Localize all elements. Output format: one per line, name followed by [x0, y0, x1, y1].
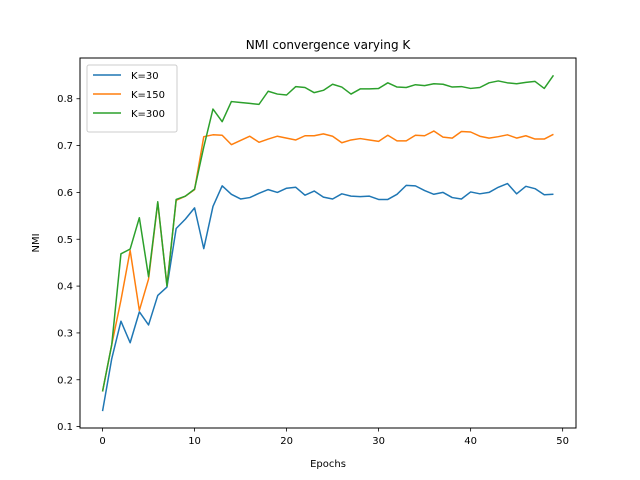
series-layer — [101, 74, 555, 412]
chart-title: NMI convergence varying K — [246, 38, 412, 52]
series-line-2 — [101, 74, 555, 392]
x-tick-label: 0 — [99, 436, 105, 447]
x-tick-label: 40 — [464, 436, 477, 447]
y-tick-label: 0.6 — [57, 188, 73, 199]
plot-frame — [79, 57, 577, 429]
x-axis-title: Epochs — [310, 459, 346, 470]
y-tick-label: 0.7 — [57, 141, 73, 152]
x-tick-label: 50 — [556, 436, 569, 447]
y-tick-label: 0.8 — [57, 94, 73, 105]
legend-label-1: K=150 — [131, 90, 165, 101]
x-tick-label: 30 — [372, 436, 385, 447]
legend-label-2: K=300 — [131, 109, 165, 120]
y-axis-title: NMI — [31, 233, 42, 252]
x-tick-label: 20 — [280, 436, 293, 447]
x-tick-label: 10 — [188, 436, 201, 447]
legend-label-0: K=30 — [131, 71, 159, 82]
y-tick-label: 0.5 — [57, 235, 73, 246]
y-tick-label: 0.3 — [57, 328, 73, 339]
legend: K=30 K=150 K=300 — [86, 64, 178, 133]
legend-box — [86, 64, 178, 133]
ticks-layer: 0 10 20 30 40 50 0.1 0.2 0.3 0.4 0.5 0.6 0.7 0.8 — [57, 94, 569, 447]
y-tick-label: 0.2 — [57, 375, 73, 386]
series-line-0 — [101, 182, 554, 412]
y-tick-label: 0.4 — [57, 282, 73, 293]
y-tick-label: 0.1 — [57, 422, 73, 433]
